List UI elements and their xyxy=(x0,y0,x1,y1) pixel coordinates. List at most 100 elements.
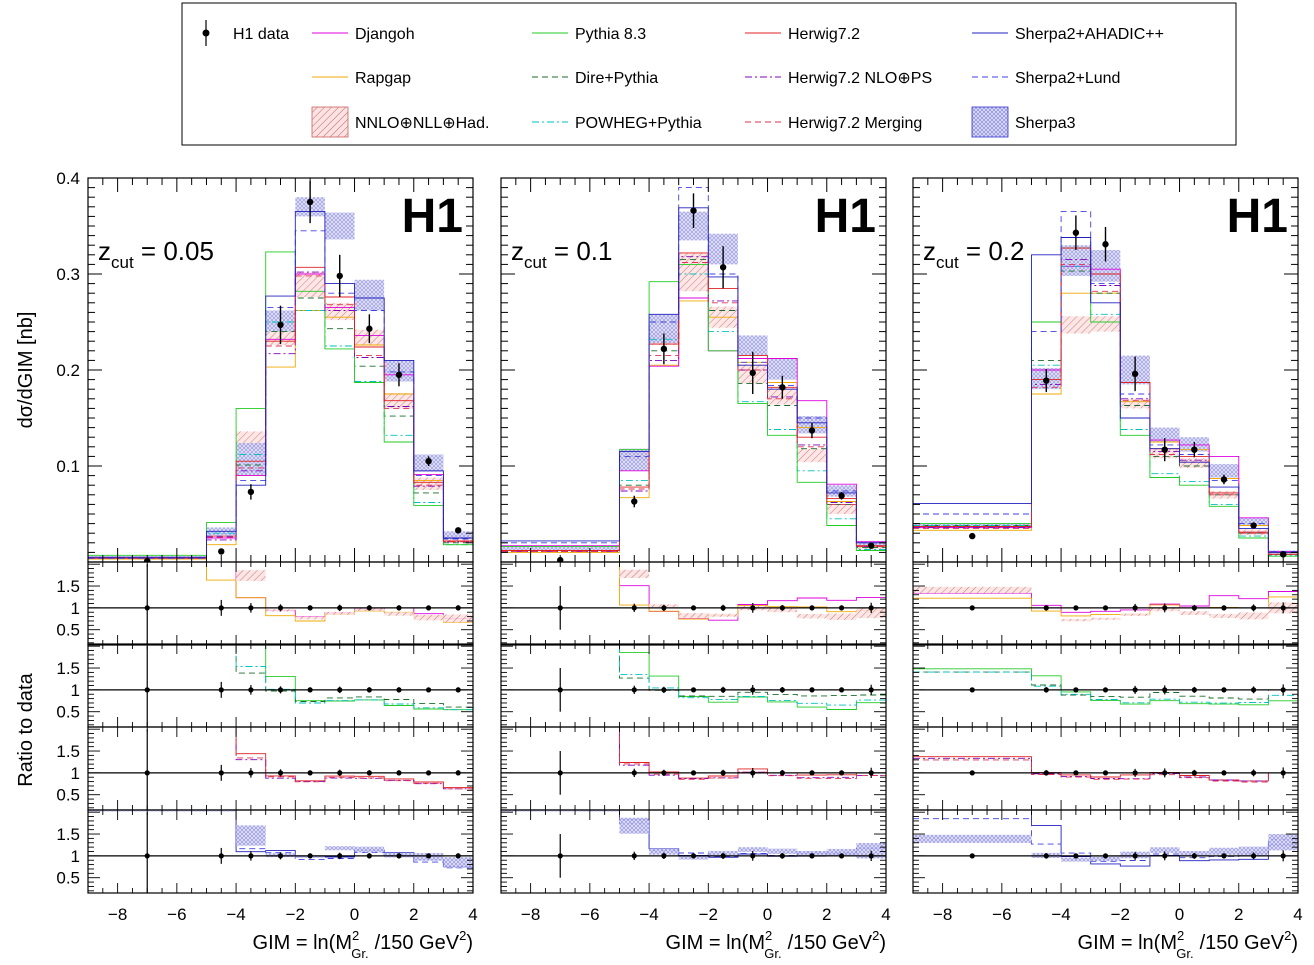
legend-herwigmerge-label: Herwig7.2 Merging xyxy=(788,115,922,132)
x-title-sub: Gr. xyxy=(764,946,781,961)
ratio-plot-area xyxy=(88,644,473,727)
ratio-y-tick-label: 1.5 xyxy=(56,742,80,761)
ratio-row-1 xyxy=(500,561,887,646)
ratio-data-point xyxy=(277,853,284,859)
data-point xyxy=(808,427,816,434)
ratio-data-point xyxy=(1280,853,1286,859)
data-point xyxy=(1220,476,1228,483)
y-tick-label: 0.3 xyxy=(56,265,80,284)
ratio-data-point xyxy=(337,770,343,776)
ratio-data-point xyxy=(720,853,726,859)
ratio-data-point xyxy=(1250,687,1257,693)
ratio-data-point xyxy=(557,605,563,611)
band-nnlo xyxy=(826,504,857,514)
ratio-band-nnlo xyxy=(443,614,473,623)
band-sherpa3 xyxy=(324,212,355,240)
zcut-symbol: z xyxy=(98,236,111,266)
ratio-data-point xyxy=(868,687,874,693)
ratio-band-nnlo xyxy=(619,569,650,579)
ratio-plot-area xyxy=(913,586,1298,622)
ratio-data-point xyxy=(720,687,726,693)
ratio-data-point xyxy=(307,605,313,611)
ratio-data-point xyxy=(218,853,224,859)
ratio-data-point xyxy=(366,605,372,611)
x-tick-label: −8 xyxy=(933,905,952,924)
zcut-label: zcut = 0.1 xyxy=(511,236,612,272)
ratio-y-tick-label: 0.5 xyxy=(56,869,80,888)
ratio-band-sherpa3 xyxy=(913,834,1032,843)
zcut-value: = 0.1 xyxy=(547,236,613,266)
ratio-band-sherpa3 xyxy=(1268,834,1298,851)
ratio-data-point xyxy=(425,605,432,611)
ratio-data-point xyxy=(1043,687,1049,693)
data-point xyxy=(336,272,343,280)
ratio-row-3 xyxy=(912,726,1299,811)
ratio-data-point xyxy=(248,605,254,611)
legend-sherpa3-label: Sherpa3 xyxy=(1015,115,1076,132)
ratio-data-point xyxy=(455,687,461,693)
ratio-row-2 xyxy=(912,643,1299,728)
hist-djangoh xyxy=(913,265,1298,552)
ratio-frame xyxy=(912,561,1299,646)
ratio-data-point xyxy=(750,605,756,611)
data-point xyxy=(660,345,668,353)
ratio-data-point xyxy=(396,853,402,859)
data-point xyxy=(969,532,976,540)
ratio-band-nnlo xyxy=(826,613,857,620)
x-title-sub: Gr. xyxy=(351,946,368,961)
band-sherpa3 xyxy=(501,546,620,551)
band-sherpa3 xyxy=(767,358,798,380)
x-title-suffix-sup: 2 xyxy=(872,928,879,943)
zcut-symbol: z xyxy=(511,236,524,266)
ratio-data-point xyxy=(969,853,975,859)
band-nnlo xyxy=(1061,316,1091,334)
ratio-data-point xyxy=(1102,770,1109,776)
ratio-data-point xyxy=(1162,687,1168,693)
ratio-band-nnlo xyxy=(324,611,355,615)
band-nnlo xyxy=(413,477,444,490)
ratio-powheg xyxy=(88,644,473,711)
ratio-y-tick-label: 0.5 xyxy=(56,703,80,722)
zcut-subscript: cut xyxy=(111,253,134,272)
ratio-plot-area xyxy=(88,810,473,893)
ratio-data-point xyxy=(750,853,756,859)
ratio-data-point xyxy=(1221,605,1227,611)
ratio-data-point xyxy=(455,770,461,776)
ratio-frame xyxy=(87,809,474,894)
hist-sherpa2l xyxy=(88,230,473,559)
y-tick-label: 0.4 xyxy=(56,169,80,188)
ratio-y-tick-label: 0.5 xyxy=(56,621,80,640)
x-axis-titles: GIM = ln(M2 Gr./150 GeV2) GIM = ln(M2 Gr./1… xyxy=(253,928,1298,961)
ratio-row-4: 0.5 1 1.5 xyxy=(56,809,474,894)
ratio-band-nnlo xyxy=(236,570,266,581)
ratio-frame xyxy=(500,643,887,728)
hist-herwig xyxy=(913,247,1298,555)
ratio-data-point xyxy=(720,770,726,776)
zcut-subscript: cut xyxy=(524,253,547,272)
ratio-frame xyxy=(87,726,474,811)
x-tick-label: −8 xyxy=(108,905,127,924)
ratio-data-point xyxy=(218,605,224,611)
legend-pythia-label: Pythia 8.3 xyxy=(575,26,646,43)
x-title-suffix-sup: 2 xyxy=(1284,928,1291,943)
ratio-y-tick-label: 0.5 xyxy=(56,786,80,805)
x-tick-label: −2 xyxy=(1111,905,1130,924)
ratio-data-point xyxy=(366,770,372,776)
data-point xyxy=(306,198,314,206)
x-title-suffix: /150 GeV xyxy=(788,932,873,954)
ratio-data-point xyxy=(557,770,563,776)
ratio-data-point xyxy=(809,687,815,693)
legend-herwignlo-label: Herwig7.2 NLO⊕PS xyxy=(788,70,932,87)
ratio-plot-area xyxy=(88,727,473,810)
legend-sherpa3-swatch xyxy=(971,106,1009,138)
ratio-data-point xyxy=(1073,687,1079,693)
x-tick-label: 4 xyxy=(468,905,477,924)
h1-logo: H1 xyxy=(402,190,463,243)
ratio-data-point xyxy=(337,605,343,611)
y-tick-label: 0.1 xyxy=(56,457,80,476)
ratio-data-point xyxy=(277,687,284,693)
ratio-data-point xyxy=(779,605,785,611)
ratio-data-point xyxy=(809,770,815,776)
x-title-prefix: GIM = ln(M xyxy=(666,932,765,954)
